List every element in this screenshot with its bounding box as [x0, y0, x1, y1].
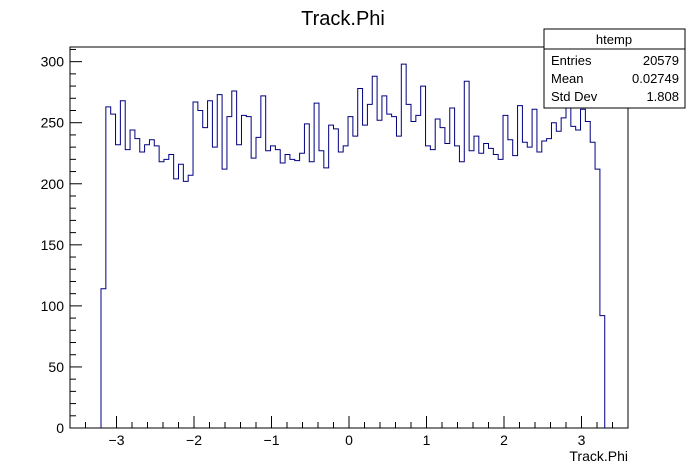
- chart-title: Track.Phi: [301, 8, 385, 30]
- stats-stddev-value: 1.808: [646, 89, 679, 104]
- stats-box-frame: [543, 28, 686, 109]
- y-tick-label: 150: [41, 237, 65, 253]
- stats-entries-value: 20579: [643, 53, 679, 68]
- x-tick-label: −3: [109, 432, 125, 448]
- x-axis-title: Track.Phi: [569, 448, 628, 464]
- y-tick-label: 250: [41, 115, 65, 131]
- x-tick-label: 0: [345, 432, 353, 448]
- x-axis: −3 −2 −1 0 1 2 3: [69, 416, 629, 448]
- y-axis: 0 50 100 150 200 250 300: [41, 48, 82, 436]
- y-tick-label: 300: [41, 54, 65, 70]
- x-tick-label: −2: [186, 432, 202, 448]
- histogram-line: [100, 63, 606, 428]
- y-tick-label: 100: [41, 298, 65, 314]
- stats-box: htemp Entries 20579 Mean 0.02749 Std Dev…: [543, 28, 686, 109]
- y-tick-label: 0: [56, 420, 64, 436]
- stats-entries-label: Entries: [551, 53, 592, 68]
- stats-mean-label: Mean: [551, 71, 584, 86]
- stats-stddev-label: Std Dev: [551, 89, 598, 104]
- x-tick-label: −1: [264, 432, 280, 448]
- x-tick-label: 2: [500, 432, 508, 448]
- x-tick-label: 1: [423, 432, 431, 448]
- y-tick-label: 200: [41, 176, 65, 192]
- y-tick-label: 50: [48, 359, 64, 375]
- x-tick-label: 3: [578, 432, 586, 448]
- stats-box-title: htemp: [596, 32, 632, 47]
- stats-mean-value: 0.02749: [632, 71, 679, 86]
